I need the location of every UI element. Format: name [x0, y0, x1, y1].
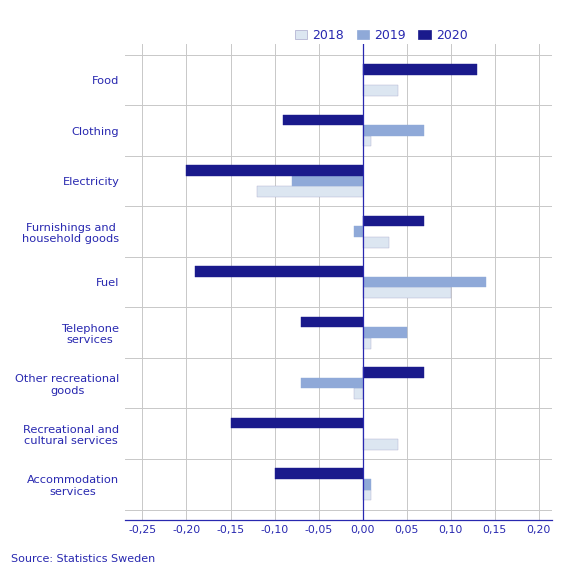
Bar: [363, 85, 398, 96]
Bar: [301, 378, 363, 388]
Bar: [354, 226, 363, 237]
Bar: [363, 327, 407, 338]
Bar: [363, 136, 371, 146]
Bar: [187, 165, 363, 176]
Bar: [363, 125, 424, 136]
Bar: [363, 489, 371, 500]
Bar: [257, 187, 363, 197]
Bar: [363, 479, 371, 489]
Bar: [363, 277, 486, 287]
Bar: [231, 418, 363, 429]
Bar: [363, 367, 424, 378]
Bar: [195, 266, 363, 277]
Legend: 2018, 2019, 2020: 2018, 2019, 2020: [290, 24, 472, 47]
Bar: [274, 468, 363, 479]
Text: Source: Statistics Sweden: Source: Statistics Sweden: [11, 554, 155, 564]
Bar: [363, 287, 451, 298]
Bar: [363, 215, 424, 226]
Bar: [284, 115, 363, 125]
Bar: [363, 64, 477, 75]
Bar: [354, 388, 363, 399]
Bar: [363, 338, 371, 349]
Bar: [301, 317, 363, 327]
Bar: [363, 439, 398, 450]
Bar: [292, 176, 363, 187]
Bar: [363, 237, 389, 248]
